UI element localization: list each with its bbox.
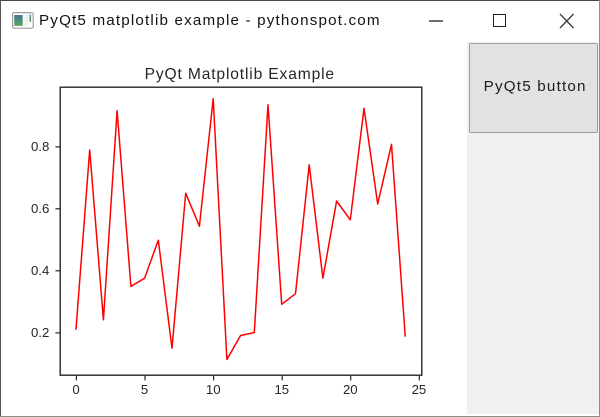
svg-text:0.4: 0.4 (31, 263, 49, 278)
svg-text:25: 25 (412, 382, 427, 397)
svg-text:10: 10 (206, 382, 221, 397)
svg-text:0.6: 0.6 (31, 201, 49, 216)
svg-text:0.2: 0.2 (31, 325, 49, 340)
svg-text:0.8: 0.8 (31, 139, 49, 154)
svg-text:PyQt Matplotlib Example: PyQt Matplotlib Example (145, 66, 335, 83)
svg-text:15: 15 (274, 382, 289, 397)
svg-text:20: 20 (343, 382, 358, 397)
svg-text:0: 0 (72, 382, 79, 397)
svg-text:5: 5 (141, 382, 148, 397)
